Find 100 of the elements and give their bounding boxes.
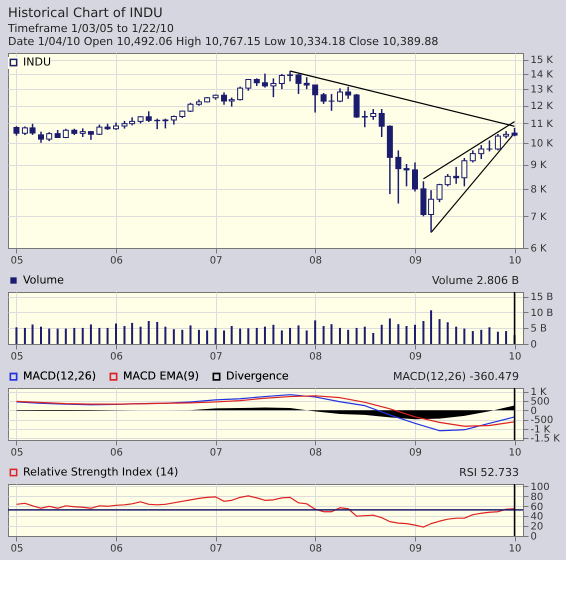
y-tick-label: 12 K (530, 101, 554, 112)
x-tick-label: 10 (508, 544, 522, 554)
text: Date 1/04/10 Open 10,492.06 High 10,767.15 Low 10,334.18 Close 10,389.88 (8, 35, 438, 48)
x-tick-label: 09 (409, 544, 422, 554)
text: MACD(12,26) -360.479 (392, 370, 519, 383)
x-tick-label: 07 (210, 256, 222, 266)
candlestick (470, 150, 476, 164)
bar (388, 318, 391, 344)
bar (115, 324, 118, 344)
x-tick-label: 10 (508, 448, 522, 458)
bar (56, 328, 59, 344)
y-tick-label: 500 (530, 396, 550, 408)
x-tick-label: 10 (508, 352, 522, 362)
text: Volume 2.806 B (432, 274, 519, 287)
y-tick-label: 15 K (530, 55, 554, 66)
x-tick-label: 05 (10, 256, 24, 266)
candlestick (312, 84, 318, 114)
bar (223, 330, 226, 344)
legend-label: Divergence (226, 370, 289, 383)
candlestick (478, 144, 484, 160)
bar (306, 330, 308, 344)
x-tick-label: 07 (210, 448, 222, 458)
candlestick (187, 102, 194, 113)
candlestick (453, 166, 460, 185)
candlestick (162, 118, 168, 130)
candlestick (296, 73, 302, 95)
y-tick-label: 11 K (530, 118, 554, 130)
y-tick-label: 10 B (530, 308, 554, 319)
bar (280, 330, 283, 344)
bar (230, 326, 233, 344)
bar (172, 329, 175, 344)
bar (356, 328, 358, 344)
x-tick-label: 08 (309, 256, 322, 266)
bar (64, 328, 67, 344)
candlestick (370, 108, 376, 121)
y-tick-label: -500 (530, 415, 554, 426)
bar (397, 324, 400, 344)
y-tick-label: 5 B (530, 324, 548, 335)
candlestick (436, 183, 443, 203)
candlestick (412, 162, 418, 192)
y-tick-label: 15 B (530, 292, 554, 304)
bar (189, 325, 192, 344)
y-tick-label: 1 K (530, 387, 548, 398)
bar (24, 328, 26, 344)
x-tick-label: 09 (409, 448, 422, 458)
y-tick-label: 6 K (530, 244, 548, 254)
bar (181, 330, 184, 344)
bar (414, 324, 416, 344)
legend-label: Relative Strength Index (14) (23, 466, 178, 478)
candlestick (304, 76, 310, 90)
candlestick (494, 133, 501, 152)
x-tick-label: 05 (10, 352, 24, 362)
legend-label: Volume (23, 274, 64, 286)
bar (322, 326, 325, 344)
candlestick (278, 73, 285, 90)
bar (488, 327, 490, 344)
chart-title: Historical Chart of INDU (8, 6, 163, 21)
bar (455, 326, 458, 344)
candlestick (287, 70, 294, 82)
candlestick (13, 125, 20, 136)
y-tick-label: 20 (530, 522, 544, 533)
bar (364, 326, 366, 344)
candlestick (328, 93, 335, 112)
bar (330, 324, 333, 344)
line-series (16, 495, 516, 528)
x-tick-label: 06 (110, 544, 123, 554)
bar (480, 330, 482, 344)
candlestick (486, 140, 492, 152)
candlestick (461, 157, 468, 188)
candlestick (345, 86, 352, 100)
candlestick (354, 93, 360, 119)
candlestick (38, 130, 44, 144)
bar (73, 328, 76, 344)
y-tick-label: 9 K (530, 160, 548, 172)
y-tick-label: 80 (530, 492, 544, 503)
y-tick-label: -1.5 K (530, 434, 560, 445)
bar (48, 328, 50, 344)
bar (496, 332, 499, 344)
legend-label: MACD(12,26) (23, 370, 96, 383)
bar (131, 322, 134, 344)
bar (123, 326, 126, 344)
candlestick (320, 92, 327, 105)
y-tick-label: 0 (530, 532, 537, 542)
candlestick (270, 78, 276, 98)
x-tick-label: 08 (309, 352, 322, 362)
y-tick-label: 40 (530, 512, 544, 523)
y-tick-label: 100 (530, 482, 550, 493)
x-tick-label: 09 (409, 256, 422, 266)
candlestick (378, 108, 385, 138)
bar (148, 320, 150, 344)
bar (347, 330, 350, 344)
y-tick-label: 0 (530, 406, 537, 417)
x-tick-label: 05 (10, 544, 24, 554)
bar (82, 328, 84, 344)
legend-label: INDU (23, 56, 51, 68)
x-tick-label: 06 (110, 256, 123, 266)
candlestick (170, 114, 177, 126)
bar (505, 331, 508, 344)
bar (90, 324, 92, 344)
y-tick-label: 60 (530, 502, 544, 513)
